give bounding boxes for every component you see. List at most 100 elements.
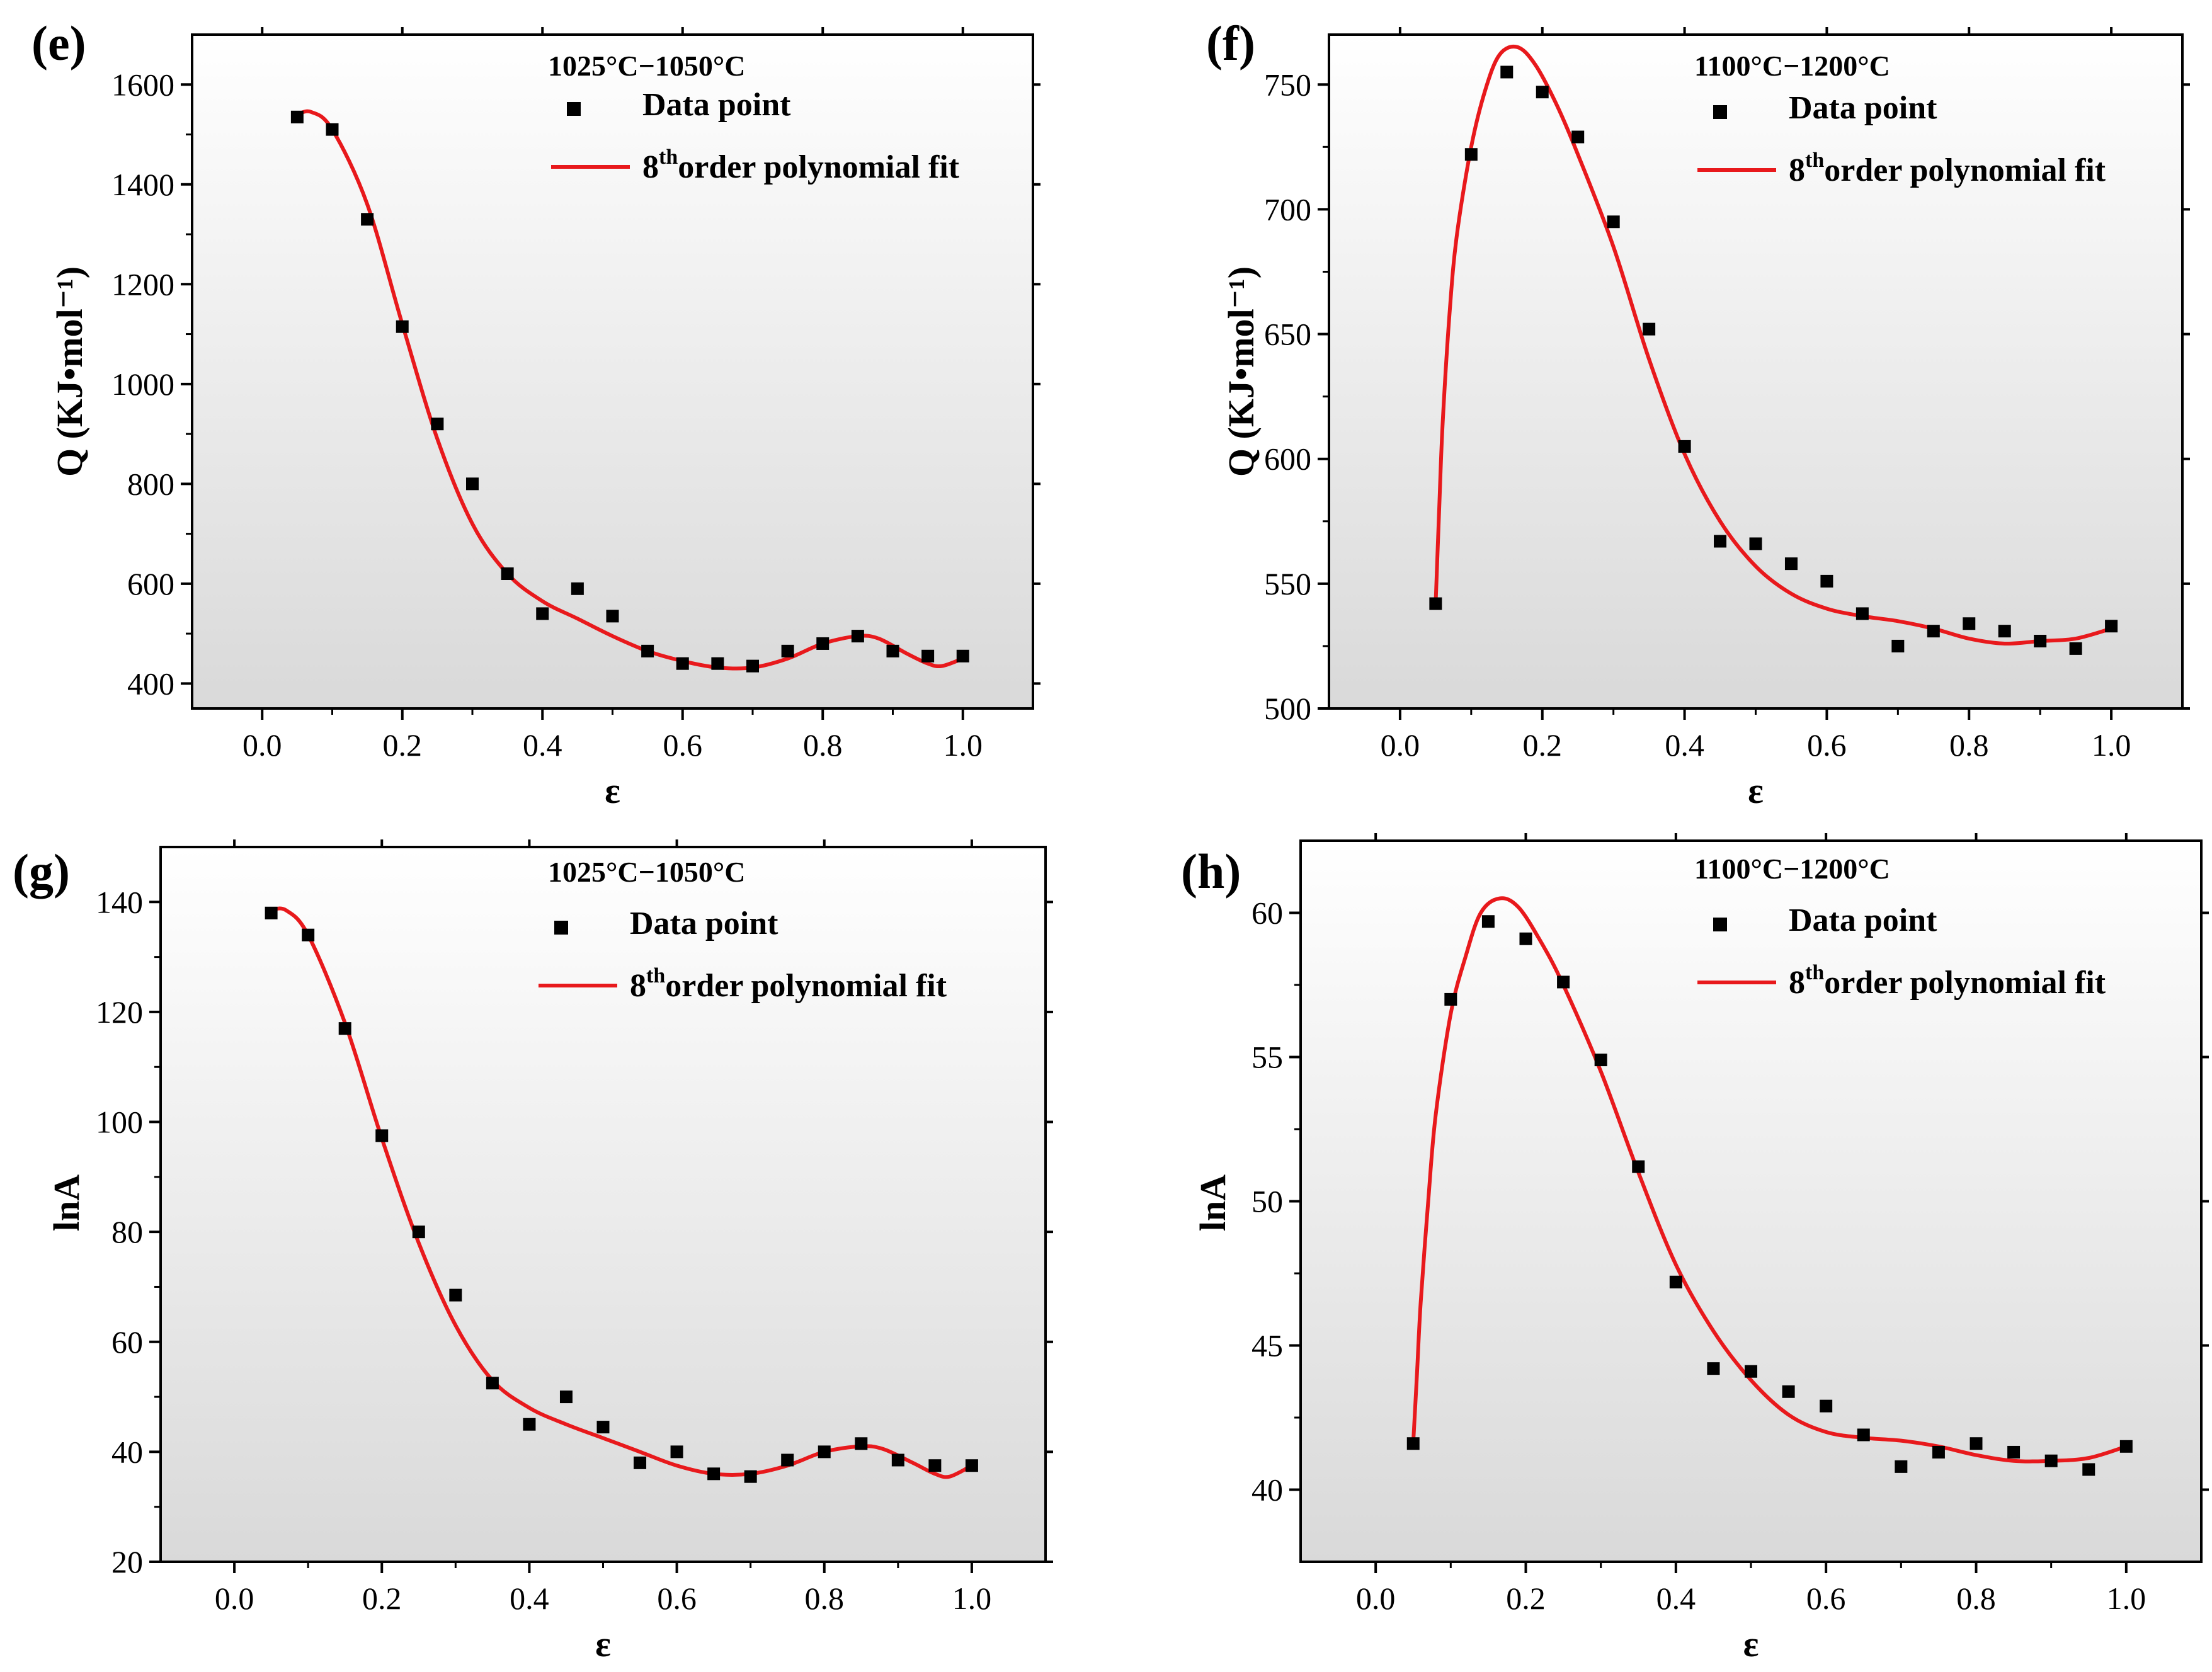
data-point xyxy=(1820,574,1833,588)
x-tick-label: 0.6 xyxy=(663,727,703,763)
data-point xyxy=(928,1459,942,1472)
data-point xyxy=(559,1390,573,1404)
y-tick-label: 80 xyxy=(111,1214,143,1249)
panel-letter: (h) xyxy=(1181,844,1241,899)
data-point xyxy=(1998,625,2011,638)
x-tick-label: 0.0 xyxy=(242,727,282,763)
data-point xyxy=(466,477,479,491)
chart-title: 1025°C−1050°C xyxy=(548,856,745,888)
data-point xyxy=(412,1226,425,1239)
y-tick-label: 100 xyxy=(96,1105,143,1140)
y-tick-label: 500 xyxy=(1264,691,1311,726)
data-point xyxy=(1707,1362,1720,1375)
y-tick-label: 1200 xyxy=(111,266,174,302)
data-point xyxy=(1536,86,1549,99)
data-point xyxy=(486,1377,499,1390)
y-tick-label: 800 xyxy=(127,466,174,501)
chart-title: 1025°C−1050°C xyxy=(548,50,745,82)
y-tick-label: 120 xyxy=(96,994,143,1030)
data-point xyxy=(375,1129,389,1142)
data-point xyxy=(501,567,514,580)
legend-points-label: Data point xyxy=(642,87,791,123)
data-point xyxy=(326,123,339,136)
y-tick-label: 400 xyxy=(127,666,174,701)
fit-curve xyxy=(296,109,964,671)
plot-area xyxy=(192,35,1033,708)
legend-fit-text: order polynomial fit xyxy=(1824,152,2106,188)
data-point xyxy=(1500,65,1514,79)
legend-point-marker xyxy=(1713,918,1727,931)
data-point xyxy=(891,1453,904,1467)
data-point xyxy=(781,644,794,657)
data-point xyxy=(431,418,444,431)
x-tick-label: 0.0 xyxy=(1356,1581,1396,1616)
data-point xyxy=(744,1470,757,1483)
legend-point-marker xyxy=(554,921,568,935)
x-tick-label: 0.0 xyxy=(1381,727,1420,763)
y-tick-label: 600 xyxy=(1264,441,1311,477)
legend-fit-text: order polynomial fit xyxy=(1824,965,2106,1001)
data-point xyxy=(2069,642,2082,655)
x-tick-label: 0.2 xyxy=(383,727,423,763)
data-point xyxy=(1820,1399,1833,1413)
chart-panel: 0.0 0.2 0.4 0.6 0.8 1.0 500 550 600 650 700 750 ε Q (… xyxy=(1206,16,2190,811)
data-point xyxy=(676,657,689,670)
data-point xyxy=(302,928,315,941)
plot-area xyxy=(1301,841,2201,1562)
legend-fit-label: 8thorder polynomial fit xyxy=(642,145,960,185)
x-tick-label: 0.2 xyxy=(362,1581,402,1616)
x-tick-label: 0.8 xyxy=(1956,1581,1996,1616)
data-point xyxy=(818,1445,831,1459)
data-point xyxy=(816,637,830,650)
x-axis-label: ε xyxy=(1743,1624,1759,1664)
legend-fit-order: 8 xyxy=(630,968,646,1004)
x-tick-label: 1.0 xyxy=(952,1581,992,1616)
x-tick-label: 0.2 xyxy=(1506,1581,1546,1616)
data-point xyxy=(1406,1437,1420,1450)
y-tick-label: 750 xyxy=(1264,67,1311,102)
data-point xyxy=(523,1418,536,1431)
legend-fit-order: 8 xyxy=(1789,152,1805,188)
y-tick-label: 600 xyxy=(127,566,174,601)
data-point xyxy=(2082,1463,2095,1476)
legend-fit-order: 8 xyxy=(1789,965,1805,1001)
data-point xyxy=(1557,975,1570,989)
y-axis-label: Q (KJ•mol⁻¹) xyxy=(49,266,90,477)
x-tick-label: 0.0 xyxy=(215,1581,254,1616)
data-point xyxy=(1464,148,1478,161)
fit-curve xyxy=(1411,896,2127,1464)
x-tick-label: 1.0 xyxy=(944,727,983,763)
y-tick-label: 55 xyxy=(1251,1040,1283,1075)
data-point xyxy=(596,1421,610,1434)
x-tick-label: 0.8 xyxy=(805,1581,845,1616)
panel-letter: (e) xyxy=(31,16,86,71)
x-tick-label: 0.2 xyxy=(1523,727,1563,763)
data-point xyxy=(1429,597,1442,610)
legend-point-marker xyxy=(567,102,581,116)
chart-panel: 0.0 0.2 0.4 0.6 0.8 1.0 400 600 800 1000 1200 1400 1… xyxy=(31,16,1040,811)
y-axis-label: Q (KJ•mol⁻¹) xyxy=(1221,266,1262,477)
x-tick-label: 0.4 xyxy=(523,727,562,763)
y-tick-label: 40 xyxy=(111,1434,143,1469)
chart-panel: 0.0 0.2 0.4 0.6 0.8 1.0 40 45 50 55 60 ε lnA (h) 1100°… xyxy=(1181,833,2209,1664)
legend-fit-text: order polynomial fit xyxy=(678,149,959,185)
data-point xyxy=(781,1453,794,1467)
data-point xyxy=(1632,1160,1645,1173)
y-axis-label: lnA xyxy=(46,1174,87,1231)
chart-panel: 0.0 0.2 0.4 0.6 0.8 1.0 20 40 60 80 100 120 140 ε lnA (… xyxy=(13,839,1053,1664)
legend-points-label: Data point xyxy=(630,906,778,941)
data-point xyxy=(1895,1460,1908,1473)
y-tick-label: 1000 xyxy=(111,367,174,402)
data-point xyxy=(1669,1275,1682,1288)
data-point xyxy=(2105,620,2118,633)
data-point xyxy=(746,659,759,673)
x-tick-label: 0.6 xyxy=(657,1581,697,1616)
data-point xyxy=(2007,1445,2021,1459)
x-tick-label: 1.0 xyxy=(2092,727,2131,763)
data-point xyxy=(711,657,724,670)
data-point xyxy=(855,1437,868,1450)
legend-point-marker xyxy=(1713,105,1727,119)
y-tick-label: 650 xyxy=(1264,317,1311,352)
data-point xyxy=(1927,625,1940,638)
